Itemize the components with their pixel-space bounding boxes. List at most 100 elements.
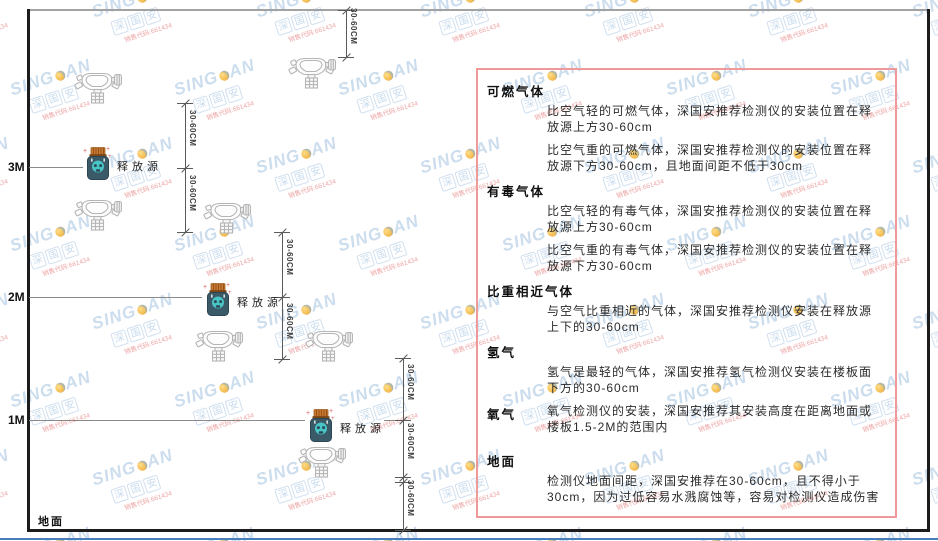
section-body: 比空气轻的可燃气体，深国安推荐检测仪的安装位置在释放源上方30-60cm 比空气重… — [487, 103, 885, 174]
brand-globe-icon — [463, 303, 477, 316]
brand-globe-icon — [381, 69, 395, 82]
panel-section: 比重相近气体 与空气比重相近的气体，深国安推荐检测仪安装在释放源上下的30-60… — [487, 281, 885, 335]
ceiling-line — [27, 9, 930, 11]
svg-text:+: + — [83, 148, 87, 155]
brand-globe-icon — [135, 303, 149, 316]
dimension-label: 30-60CM — [285, 303, 294, 340]
gas-detector-icon — [305, 328, 354, 364]
section-paragraph: 氢气是最轻的气体，深国安推荐氢气检测仪安装在楼板面下方的30-60cm — [547, 365, 873, 395]
section-title: 比重相近气体 — [487, 285, 575, 299]
panel-sections: 可燃气体 比空气轻的可燃气体，深国安推荐检测仪的安装位置在释放源上方30-60c… — [487, 81, 885, 505]
agent-code-text: 销售代码:661434 — [451, 22, 501, 45]
svg-text:+: + — [108, 154, 112, 160]
height-marker-1m: 1M — [8, 413, 25, 427]
svg-text:+: + — [203, 284, 207, 291]
agent-code-text: 销售代码:661434 — [0, 334, 9, 357]
brand-chinese-name: 深国安 — [929, 451, 938, 505]
brand-chinese-name: 深国安 — [601, 0, 717, 37]
height-marker-3m: 3M — [8, 160, 25, 174]
brand-chinese-name: 深国安 — [109, 451, 225, 505]
section-paragraph: 比空气重的有毒气体，深国安推荐检测仪的安装位置在释放源下方30-60cm — [547, 243, 873, 273]
agent-code-text: 销售代码:661434 — [205, 256, 255, 279]
brand-chinese-name: 深国安 — [355, 61, 471, 115]
brand-chinese-name: 深国安 — [929, 0, 938, 37]
brand-globe-icon — [53, 69, 67, 82]
section-paragraph: 检测仪地面间距，深国安推荐在30-60cm，且不得小于30cm，因为过低容易水溅… — [547, 474, 880, 504]
agent-code-text: 销售代码:661434 — [287, 178, 337, 201]
svg-text:+: + — [106, 146, 110, 153]
panel-section: 可燃气体 比空气轻的可燃气体，深国安推荐检测仪的安装位置在释放源上方30-60c… — [487, 81, 885, 174]
dimension-line — [346, 10, 347, 57]
section-paragraph: 氧气检测仪的安装，深国安推荐其安装高度在距离地面或楼板1.5-2M的范围内 — [547, 404, 873, 434]
dimension-label: 30-60CM — [188, 110, 197, 147]
section-body: 氧气检测仪的安装，深国安推荐其安装高度在距离地面或楼板1.5-2M的范围内 — [487, 403, 885, 435]
brand-globe-icon — [627, 0, 641, 4]
left-wall-line — [27, 9, 30, 531]
brand-chinese-name: 深国安 — [765, 0, 881, 37]
ground-line — [27, 529, 930, 532]
agent-code-text: 销售代码:661434 — [0, 22, 9, 45]
section-paragraph: 比空气轻的有毒气体，深国安推荐检测仪的安装位置在释放源上方30-60cm — [547, 204, 873, 234]
dimension-label: 30-60CM — [285, 239, 294, 276]
info-panel: 可燃气体 比空气轻的可燃气体，深国安推荐检测仪的安装位置在释放源上方30-60c… — [476, 68, 897, 518]
section-paragraph: 与空气比重相近的气体，深国安推荐检测仪安装在释放源上下的30-60cm — [547, 304, 873, 334]
brand-globe-icon — [217, 69, 231, 82]
agent-code-text: 销售代码:661434 — [369, 256, 419, 279]
agent-code-text: 销售代码:661434 — [369, 100, 419, 123]
agent-code-text: 销售代码:661434 — [287, 22, 337, 45]
section-title: 有毒气体 — [487, 185, 546, 199]
gas-detector-icon — [203, 200, 252, 236]
brand-globe-icon — [381, 225, 395, 238]
section-body: 比空气轻的有毒气体，深国安推荐检测仪的安装位置在释放源上方30-60cm 比空气重… — [487, 203, 885, 274]
agent-code-text: 销售代码:661434 — [123, 22, 173, 45]
brand-globe-icon — [299, 147, 313, 160]
section-body: 与空气比重相近的气体，深国安推荐检测仪安装在释放源上下的30-60cm — [487, 303, 885, 335]
dimension-label: 30-60CM — [349, 8, 358, 45]
agent-code-text: 销售代码:661434 — [779, 22, 829, 45]
section-paragraph: 比空气轻的可燃气体，深国安推荐检测仪的安装位置在释放源上方30-60cm — [547, 104, 873, 134]
release-source-icon: + + + — [83, 146, 113, 182]
brand-chinese-name: 深国安 — [273, 139, 389, 193]
brand-globe-icon — [53, 225, 67, 238]
release-source-label: 释放源 — [117, 161, 162, 173]
brand-globe-icon — [463, 0, 477, 4]
agent-code-text: 销售代码:661434 — [123, 490, 173, 513]
brand-chinese-name: 深国安 — [273, 0, 389, 37]
dimension-label: 30-60CM — [406, 364, 415, 401]
section-body: 氢气是最轻的气体，深国安推荐氢气检测仪安装在楼板面下方的30-60cm — [487, 364, 885, 396]
brand-chinese-name: 深国安 — [437, 0, 553, 37]
release-source-label: 释放源 — [237, 297, 282, 309]
gas-detector-icon — [298, 444, 347, 480]
section-title: 氢气 — [487, 346, 517, 360]
bottom-accent-line — [0, 538, 938, 540]
panel-section: 有毒气体 比空气轻的有毒气体，深国安推荐检测仪的安装位置在释放源上方30-60c… — [487, 181, 885, 274]
brand-globe-icon — [381, 381, 395, 394]
brand-globe-icon — [463, 147, 477, 160]
dimension-label: 30-60CM — [188, 175, 197, 212]
gas-detector-icon — [288, 55, 337, 91]
section-body: 检测仪地面间距，深国安推荐在30-60cm，且不得小于30cm，因为过低容易水溅… — [487, 473, 885, 505]
gas-detector-icon — [195, 328, 244, 364]
